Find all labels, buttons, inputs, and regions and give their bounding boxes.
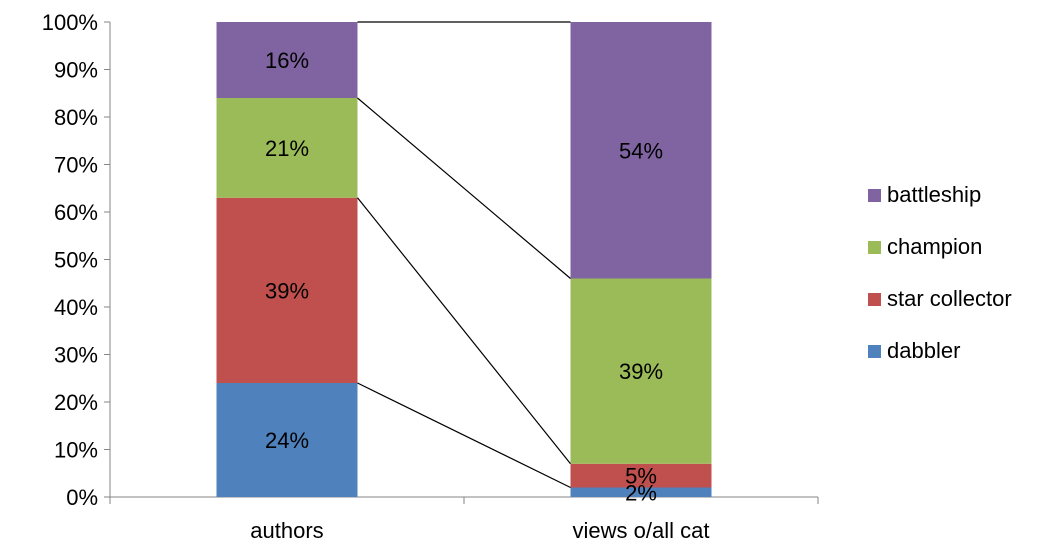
bar-segment bbox=[216, 98, 358, 198]
legend-label: star collector bbox=[887, 286, 1012, 311]
bar-segment bbox=[570, 278, 712, 464]
legend-swatch bbox=[868, 189, 881, 202]
data-label: 21% bbox=[265, 136, 309, 161]
legend-swatch bbox=[868, 345, 881, 358]
y-tick-label: 10% bbox=[54, 438, 98, 463]
legend-swatch bbox=[868, 241, 881, 254]
legend-label: dabbler bbox=[887, 338, 960, 363]
y-tick-label: 0% bbox=[66, 485, 98, 510]
series-line bbox=[357, 382, 571, 489]
data-label: 39% bbox=[265, 278, 309, 303]
bar-segment bbox=[216, 383, 358, 497]
data-label: 39% bbox=[619, 359, 663, 384]
series-line bbox=[357, 197, 571, 465]
y-tick-label: 60% bbox=[54, 200, 98, 225]
y-tick-label: 30% bbox=[54, 343, 98, 368]
y-tick-label: 100% bbox=[42, 10, 98, 35]
y-tick-label: 20% bbox=[54, 390, 98, 415]
y-tick-label: 80% bbox=[54, 105, 98, 130]
axes: 0% 10% 20% 30% 40% 50% 60% 70% 80% 90% 100% authors… bbox=[42, 10, 819, 543]
series-lines bbox=[357, 21, 571, 489]
data-label: 2% bbox=[625, 480, 657, 505]
bar-segment bbox=[216, 22, 358, 98]
bar-segment bbox=[570, 487, 712, 497]
bars bbox=[216, 22, 712, 497]
bar-segment bbox=[570, 463, 712, 488]
y-tick-label: 70% bbox=[54, 153, 98, 178]
segment-labels: 24% 39% 21% 16% 2%5% 39% 54% bbox=[265, 48, 663, 505]
x-tick-label: views o/all cat bbox=[573, 518, 710, 543]
data-label: 54% bbox=[619, 138, 663, 163]
data-label: 24% bbox=[265, 428, 309, 453]
data-label: 16% bbox=[265, 48, 309, 73]
y-tick-label: 90% bbox=[54, 58, 98, 83]
series-line bbox=[357, 97, 571, 279]
x-tick-label: authors bbox=[250, 518, 323, 543]
legend: battleship champion star collector dabbler bbox=[868, 182, 1012, 363]
legend-swatch bbox=[868, 293, 881, 306]
data-label: 5% bbox=[625, 464, 657, 489]
y-tick-label: 50% bbox=[54, 248, 98, 273]
bar-segment bbox=[216, 197, 358, 383]
legend-label: champion bbox=[887, 234, 982, 259]
y-tick-label: 40% bbox=[54, 295, 98, 320]
legend-label: battleship bbox=[887, 182, 981, 207]
bar-segment bbox=[570, 22, 712, 279]
